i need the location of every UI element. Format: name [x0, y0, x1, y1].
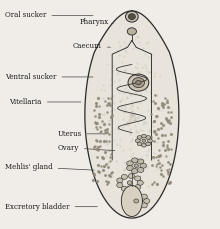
Ellipse shape — [137, 167, 144, 172]
Ellipse shape — [128, 204, 134, 209]
Ellipse shape — [117, 183, 123, 188]
Ellipse shape — [137, 180, 143, 185]
Ellipse shape — [144, 199, 150, 204]
Ellipse shape — [126, 11, 138, 22]
Text: Ovary: Ovary — [58, 144, 115, 152]
Text: Excretory bladder: Excretory bladder — [5, 203, 97, 211]
Ellipse shape — [128, 187, 135, 192]
Ellipse shape — [131, 158, 138, 163]
Ellipse shape — [127, 161, 133, 166]
Ellipse shape — [142, 139, 146, 142]
Ellipse shape — [141, 143, 146, 147]
Text: Mehlis' gland: Mehlis' gland — [5, 163, 94, 171]
Ellipse shape — [137, 159, 144, 164]
Text: Vitellaria: Vitellaria — [9, 98, 81, 106]
Ellipse shape — [146, 136, 151, 139]
Text: Uterus: Uterus — [58, 130, 107, 138]
Ellipse shape — [135, 192, 141, 197]
Ellipse shape — [137, 142, 142, 146]
Ellipse shape — [127, 181, 132, 185]
Ellipse shape — [135, 185, 141, 190]
Ellipse shape — [131, 169, 138, 174]
Ellipse shape — [123, 196, 129, 201]
Ellipse shape — [127, 166, 133, 171]
Text: Ventral sucker: Ventral sucker — [5, 73, 93, 81]
Ellipse shape — [121, 186, 127, 191]
Ellipse shape — [135, 205, 141, 210]
Ellipse shape — [128, 193, 134, 198]
Ellipse shape — [141, 203, 147, 208]
Polygon shape — [85, 11, 179, 218]
Ellipse shape — [140, 163, 147, 168]
Ellipse shape — [141, 194, 147, 199]
Ellipse shape — [132, 78, 145, 88]
Ellipse shape — [136, 80, 141, 85]
Text: Oral sucker: Oral sucker — [5, 11, 93, 19]
Polygon shape — [121, 185, 142, 216]
Ellipse shape — [121, 174, 127, 179]
Ellipse shape — [137, 136, 142, 139]
Ellipse shape — [127, 28, 136, 35]
Ellipse shape — [128, 74, 149, 91]
Ellipse shape — [135, 176, 141, 181]
Ellipse shape — [128, 174, 135, 179]
Text: Caecum: Caecum — [73, 42, 110, 50]
Ellipse shape — [135, 139, 140, 142]
Ellipse shape — [146, 142, 151, 146]
Ellipse shape — [134, 199, 139, 203]
Ellipse shape — [117, 178, 123, 183]
Ellipse shape — [128, 14, 135, 20]
Ellipse shape — [141, 134, 146, 138]
Text: Pharynx: Pharynx — [79, 18, 113, 26]
Ellipse shape — [148, 139, 152, 142]
Ellipse shape — [134, 164, 138, 168]
Ellipse shape — [123, 201, 129, 206]
